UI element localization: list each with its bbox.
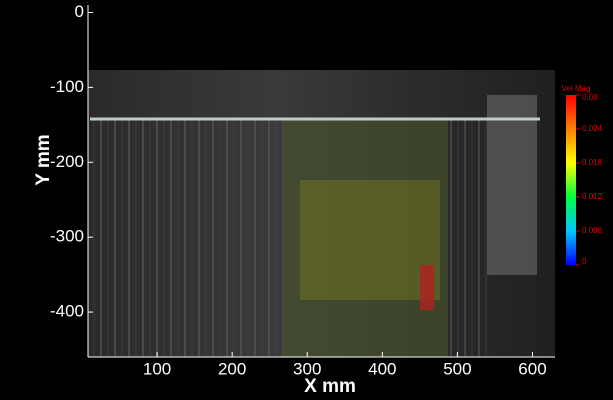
x-tick-label: 400 bbox=[368, 359, 396, 378]
x-tick-label: 300 bbox=[293, 359, 321, 378]
colorbar-tick-label: 0.006 bbox=[582, 226, 603, 235]
colorbar-tick-label: 0 bbox=[582, 257, 587, 266]
y-tick-label: 0 bbox=[75, 2, 84, 21]
y-tick-label: -100 bbox=[50, 77, 84, 96]
x-tick-label: 100 bbox=[143, 359, 171, 378]
colorbar-tick-label: 0.03 bbox=[582, 93, 598, 102]
x-tick-label: 200 bbox=[218, 359, 246, 378]
y-tick-label: -300 bbox=[50, 227, 84, 246]
colorbar-tick-label: 0.018 bbox=[582, 158, 603, 167]
x-axis-label: X mm bbox=[304, 376, 356, 397]
y-tick-label: -200 bbox=[50, 152, 84, 171]
colorbar bbox=[566, 95, 576, 265]
colorbar-tick-label: 0.024 bbox=[582, 124, 603, 133]
y-tick-label: -400 bbox=[50, 302, 84, 321]
y-axis-label: Y mm bbox=[33, 134, 54, 185]
colorbar-tick-label: 0.012 bbox=[582, 192, 603, 201]
x-tick-label: 500 bbox=[443, 359, 471, 378]
colorbar-title: Vel Mag bbox=[562, 84, 591, 93]
background-image bbox=[88, 70, 555, 357]
x-tick-label: 600 bbox=[518, 359, 546, 378]
